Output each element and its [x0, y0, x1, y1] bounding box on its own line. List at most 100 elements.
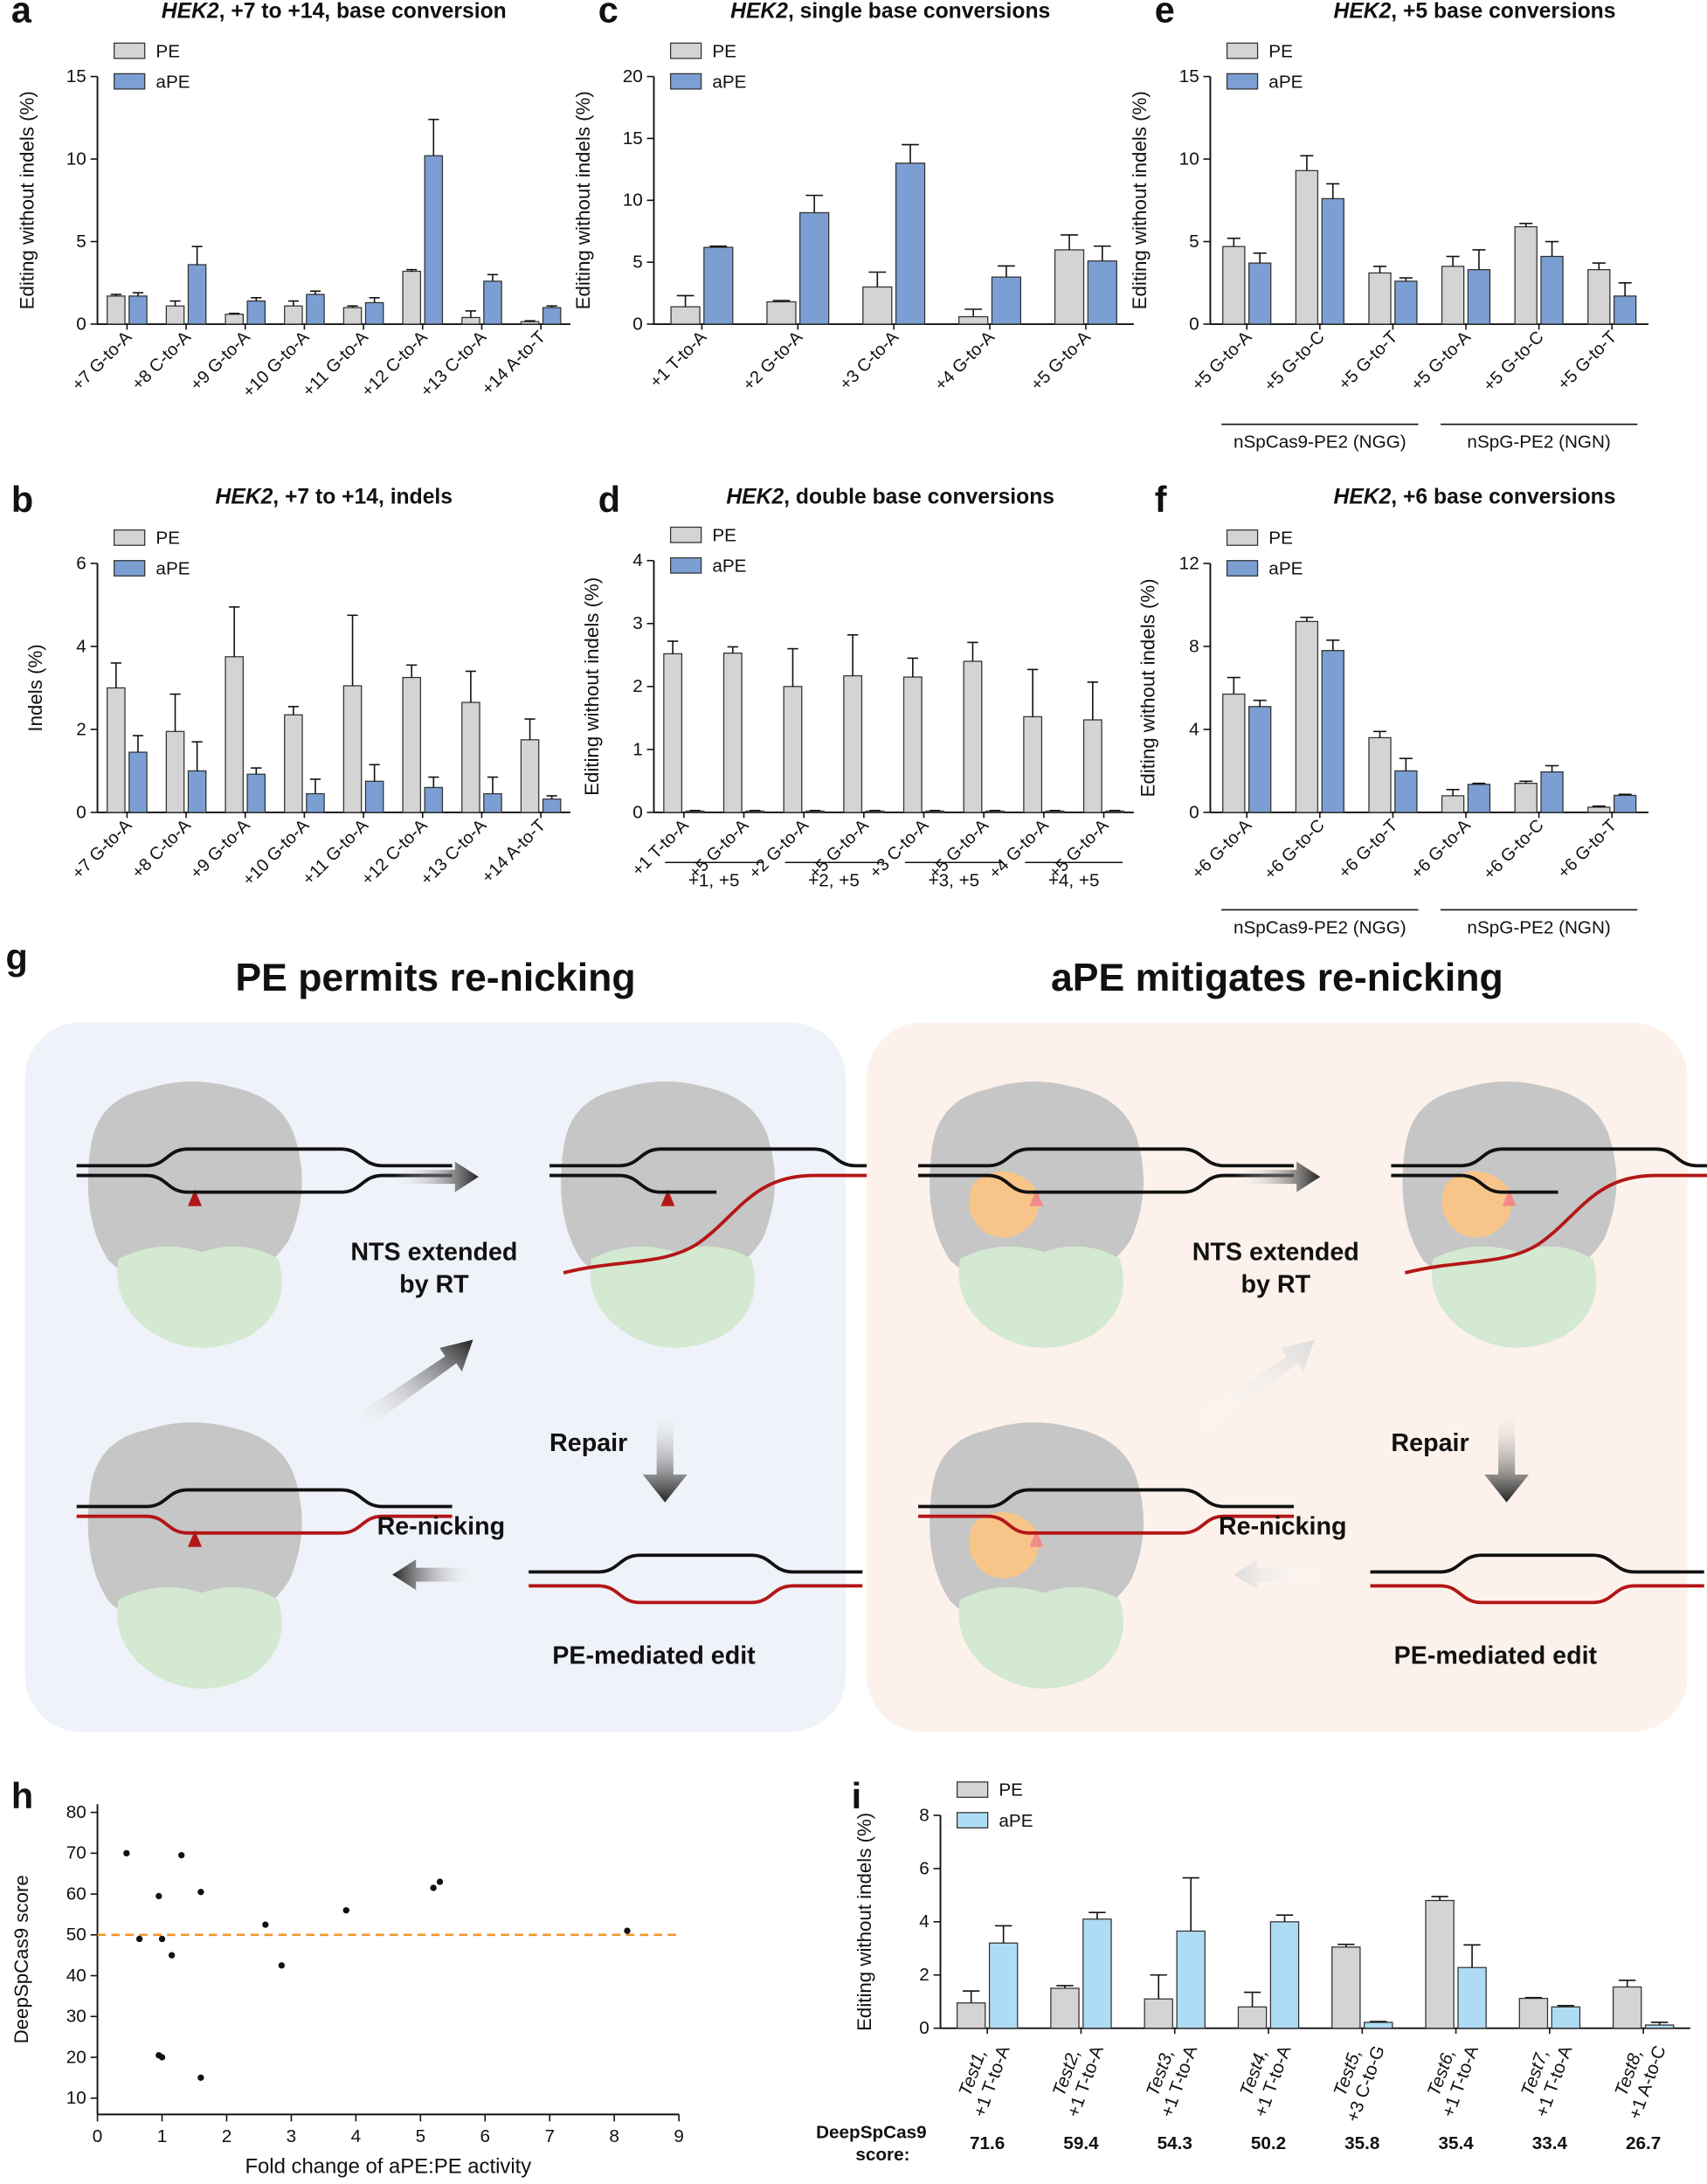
x-axis-label: Fold change of aPE:PE activity	[245, 2154, 531, 2178]
x-tick-label: Test3,+1 T-to-A	[1137, 2035, 1201, 2119]
y-tick-label: 40	[66, 1966, 86, 1986]
dna-bottom	[549, 1173, 717, 1194]
scheme-label: Re-nicking	[377, 1512, 506, 1540]
x-tick-label: 3	[287, 2126, 297, 2146]
x-tick-label: +4 G-to-A	[931, 327, 999, 394]
bar	[1144, 1998, 1173, 2029]
x-tick-label: Test6,+1 T-to-A	[1419, 2035, 1482, 2119]
protein-domain	[958, 1586, 1123, 1689]
scheme-label: PE-mediated edit	[552, 1641, 756, 1669]
bar	[1441, 795, 1465, 813]
x-tick-label: +5 G-to-A	[1027, 327, 1095, 394]
x-tick-label: +14 A-to-T	[478, 328, 549, 399]
bar	[1105, 810, 1125, 813]
bar	[1441, 266, 1465, 325]
panel-letter: g	[5, 937, 27, 978]
bar	[862, 286, 893, 325]
legend-label: PE	[712, 41, 736, 61]
legend-label: aPE	[999, 1811, 1033, 1831]
bar	[1082, 719, 1102, 813]
bar	[1176, 1930, 1206, 2029]
scheme-label: by RT	[1241, 1270, 1310, 1298]
x-tick-label: Test4,+1 T-to-A	[1231, 2035, 1295, 2119]
legend-label: aPE	[1268, 72, 1303, 92]
bar	[1514, 783, 1538, 813]
protein-domain	[590, 1246, 755, 1348]
x-tick-label: 4	[351, 2126, 362, 2146]
x-tick-label: 0	[93, 2126, 103, 2146]
bar	[402, 270, 422, 325]
bar	[402, 676, 422, 813]
x-tick-label: +2 G-to-A	[739, 327, 806, 394]
y-axis-label: Editing without indels (%)	[16, 91, 38, 309]
y-tick-label: 12	[1179, 553, 1199, 573]
group-label: nSpCas9-PE2 (NGG)	[1234, 917, 1406, 937]
y-axis-label: Editing without indels (%)	[854, 1813, 875, 2031]
y-tick-label: 6	[76, 553, 86, 573]
group-label: +1, +5	[688, 870, 740, 890]
bar	[284, 714, 303, 813]
point	[262, 1921, 269, 1928]
bar	[1045, 810, 1065, 813]
x-tick-label: +5 G-to-T	[1554, 328, 1621, 394]
arrow	[1484, 1407, 1530, 1503]
y-tick-label: 10	[66, 149, 86, 169]
legend-label: PE	[999, 1780, 1023, 1800]
bar	[1087, 260, 1117, 325]
panel-letter: c	[598, 0, 619, 30]
y-tick-label: 0	[632, 314, 643, 334]
dna-top	[918, 1488, 1294, 1509]
x-tick-label: +6 G-to-A	[1188, 815, 1255, 882]
point	[197, 2074, 204, 2081]
bar	[424, 155, 444, 325]
bar	[342, 685, 363, 813]
point	[342, 1907, 349, 1914]
bar	[461, 702, 480, 813]
group-label: nSpG-PE2 (NGN)	[1467, 917, 1610, 937]
score-label: DeepSpCas9 score:	[816, 2122, 926, 2164]
legend-label: aPE	[155, 559, 190, 579]
protein-domain	[958, 1246, 1123, 1348]
dna-extended	[563, 1173, 926, 1275]
bar	[225, 314, 244, 325]
bar	[1518, 1997, 1549, 2029]
y-tick-label: 20	[66, 2047, 86, 2067]
point	[123, 1849, 130, 1857]
x-tick-label: +7 G-to-A	[68, 815, 135, 882]
panel-letter: a	[11, 0, 32, 30]
bar	[925, 810, 945, 813]
panel-letter: h	[11, 1776, 33, 1816]
y-tick-label: 8	[1189, 636, 1199, 656]
y-tick-label: 10	[66, 2088, 86, 2108]
x-tick-label: 8	[609, 2126, 619, 2146]
y-tick-label: 10	[1179, 149, 1199, 169]
legend-label: PE	[1268, 41, 1293, 61]
x-tick-label: +6 G-to-C	[1261, 816, 1329, 884]
dna-extended	[1404, 1173, 1707, 1275]
legend-swatch	[1226, 560, 1259, 577]
dna-bottom	[918, 1514, 1294, 1535]
y-tick-label: 2	[919, 1965, 930, 1985]
score: 35.4	[1438, 2133, 1474, 2153]
y-tick-label: 60	[66, 1883, 86, 1904]
x-tick-label: 1	[157, 2126, 168, 2146]
score: 59.4	[1063, 2133, 1099, 2153]
bar	[246, 300, 266, 325]
y-tick-label: 2	[76, 719, 86, 739]
y-tick-label: 0	[632, 802, 643, 822]
x-tick-label: +6 G-to-T	[1335, 816, 1401, 882]
legend-swatch	[669, 526, 702, 543]
bar	[895, 162, 926, 325]
bar	[1222, 245, 1246, 325]
y-tick-label: 2	[632, 676, 643, 696]
y-tick-label: 15	[1179, 66, 1199, 86]
bar	[1587, 269, 1611, 325]
dna-top	[76, 1488, 453, 1509]
y-tick-label: 6	[919, 1858, 930, 1878]
x-tick-label: 9	[674, 2126, 684, 2146]
x-tick-label: +6 G-to-A	[1407, 815, 1475, 882]
bar	[1540, 255, 1564, 325]
bar	[1368, 736, 1392, 813]
bar	[902, 676, 923, 813]
chart-title: HEK2, +7 to +14, base conversion	[162, 0, 507, 24]
